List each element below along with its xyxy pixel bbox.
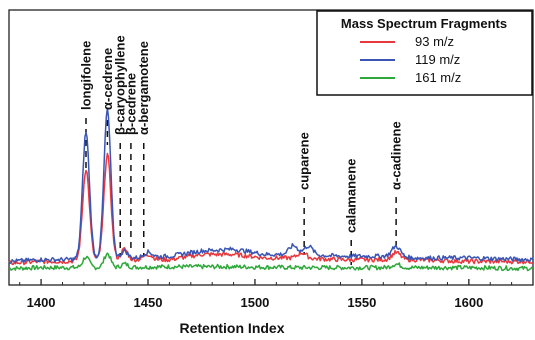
legend-entry-label: 161 m/z	[415, 70, 461, 85]
series-line-93-m-z	[8, 152, 534, 266]
peak-label: calamanene	[344, 159, 359, 233]
plot-frame	[8, 9, 534, 286]
x-tick-label: 1450	[134, 295, 163, 310]
legend-box	[316, 10, 533, 96]
x-axis-tick-labels: 1400 1450 1500 1550 1600	[27, 295, 484, 310]
x-tick-label: 1550	[347, 295, 376, 310]
legend-title: Mass Spectrum Fragments	[341, 16, 507, 31]
peak-labels: longifolene α-cedreneβ-caryophylleneβ-ced…	[79, 35, 404, 233]
peak-label: β-cedrene	[123, 73, 138, 135]
peak-label: α-cadinene	[389, 121, 404, 190]
x-axis-title: Retention Index	[179, 320, 284, 336]
series-lines	[8, 107, 534, 272]
peak-annotation-lines	[85, 118, 397, 265]
x-axis-ticks	[19, 279, 534, 285]
series-line-119-m-z	[8, 107, 534, 265]
peak-label: cuparene	[297, 132, 312, 190]
x-tick-label: 1500	[240, 295, 269, 310]
peak-label: α-bergamotene	[136, 41, 151, 135]
peak-label: α-cedrene	[100, 48, 115, 110]
x-tick-label: 1600	[454, 295, 483, 310]
legend-entry-label: 93 m/z	[415, 34, 454, 49]
peak-label: longifolene	[79, 41, 94, 110]
peak-label: β-caryophyllene	[113, 35, 128, 135]
legend-entry-label: 119 m/z	[415, 52, 460, 67]
legend: Mass Spectrum Fragments 93 m/z 119 m/z 161…	[316, 10, 533, 96]
x-tick-label: 1400	[27, 295, 56, 310]
legend-entries: 93 m/z 119 m/z 161 m/z	[360, 34, 461, 85]
series-line-161-m-z	[8, 252, 534, 272]
